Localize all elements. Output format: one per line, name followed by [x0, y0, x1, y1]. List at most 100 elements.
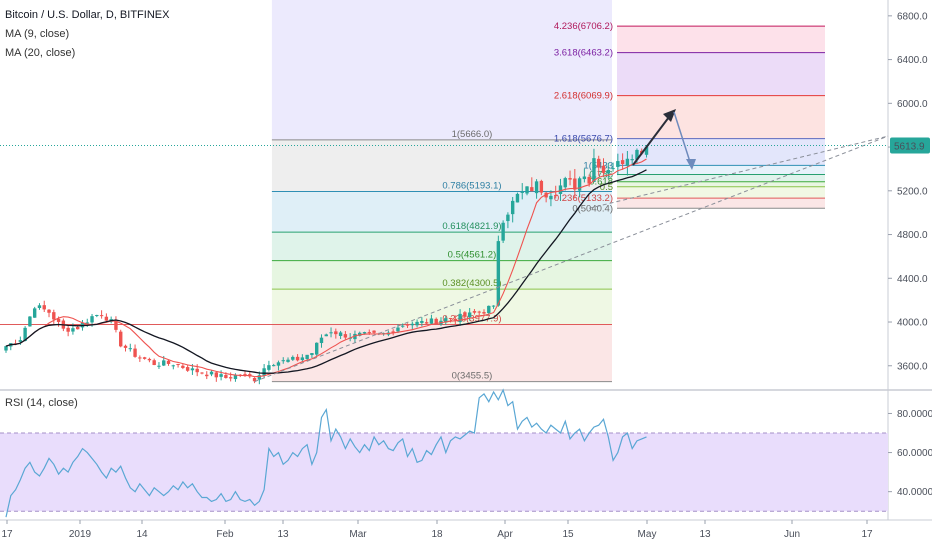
candle-body: [420, 321, 424, 323]
candle-body: [104, 316, 109, 321]
candle-body: [434, 318, 438, 325]
symbol-title[interactable]: Bitcoin / U.S. Dollar, D, BITFINEX: [5, 9, 170, 21]
candle-body: [200, 372, 204, 374]
candle-body: [157, 365, 161, 367]
candle-body: [243, 373, 247, 375]
ma20-legend[interactable]: MA (20, close): [5, 47, 76, 59]
candle-body: [429, 318, 434, 324]
candle-body: [267, 365, 271, 370]
fibext-zone: [617, 95, 825, 139]
candle-body: [262, 368, 266, 376]
fib-zone: [271, 289, 612, 325]
candle-body: [209, 371, 214, 375]
candle-body: [568, 178, 572, 180]
candle-body: [467, 312, 472, 318]
time-tick-label: 17: [861, 529, 873, 540]
candle-body: [37, 305, 42, 308]
moving-averages: [5, 158, 647, 378]
candle-body: [123, 345, 128, 348]
candle-body: [224, 375, 228, 378]
candle-body: [577, 178, 582, 191]
fibext-level-label: 0.618: [589, 177, 613, 188]
price-tick-label: 3600.0: [897, 361, 928, 372]
candle-body: [228, 377, 233, 379]
candle-body: [506, 214, 510, 222]
candle-body: [233, 374, 238, 380]
fibext-level-label: 4.236(6706.2): [554, 21, 613, 32]
candle-body: [338, 332, 343, 336]
fibext-zone: [617, 165, 825, 175]
candle-body: [114, 320, 118, 330]
trend-drawings[interactable]: [0, 109, 889, 383]
candle-body: [76, 326, 80, 330]
fibext-level-label: 2.618(6069.9): [554, 91, 613, 102]
fibext-level-label: 0.786: [589, 170, 613, 181]
candle-body: [32, 308, 37, 318]
fib-zone: [271, 139, 612, 192]
projection-arrow-up: [632, 112, 673, 166]
time-tick-label: Mar: [349, 529, 367, 540]
fibext-zone: [617, 198, 825, 209]
candle-body: [295, 356, 300, 361]
candle-body: [286, 359, 290, 362]
fibext-level-label: 0.5: [600, 182, 613, 193]
time-tick-label: 2019: [69, 529, 92, 540]
fib-level-label: 0.5(4561.2): [448, 250, 497, 261]
candle-body: [458, 313, 462, 322]
fibext-zone: [617, 186, 825, 199]
candle-body: [52, 312, 56, 320]
candle-body: [166, 360, 171, 364]
rsi-legend[interactable]: RSI (14, close): [5, 397, 78, 409]
candle-body: [315, 342, 319, 355]
fibext-zone: [617, 26, 825, 53]
candle-body: [415, 321, 419, 326]
candle-body: [401, 325, 405, 327]
candle-body: [142, 357, 147, 359]
candle-body: [396, 327, 400, 332]
ma9-line: [5, 158, 647, 378]
time-tick-label: Apr: [497, 529, 513, 540]
last-price-badge: [890, 137, 930, 154]
candle-body: [410, 323, 414, 326]
candle-body: [558, 185, 563, 195]
candle-body: [18, 340, 23, 342]
ma20-line: [5, 169, 647, 374]
candle-body: [463, 312, 467, 317]
candle-body: [472, 311, 477, 313]
candle-body: [592, 158, 596, 182]
candle-body: [353, 333, 357, 340]
price-tick-label: 6400.0: [897, 55, 928, 66]
candle-body: [515, 193, 520, 203]
candle-body: [90, 316, 94, 323]
ma9-legend[interactable]: MA (9, close): [5, 28, 70, 40]
candle-body: [635, 149, 639, 160]
candle-body: [291, 356, 295, 360]
candle-body: [534, 181, 539, 194]
candle-body: [28, 316, 32, 327]
candle-body: [448, 317, 453, 319]
candle-body: [305, 354, 309, 359]
candle-body: [334, 331, 338, 335]
candle-body: [496, 241, 501, 306]
candle-body: [23, 327, 27, 341]
candle-body: [271, 365, 276, 367]
time-tick-label: Jun: [784, 529, 800, 540]
candle-body: [362, 332, 367, 334]
candle-body: [520, 191, 524, 193]
rsi-tick-label: 80.0000: [897, 409, 932, 420]
price-tick-label: 5200.0: [897, 186, 928, 197]
dashed-trendline: [254, 135, 889, 383]
candle-body: [119, 331, 123, 347]
candle-body: [95, 314, 99, 316]
candle-body: [281, 360, 285, 362]
price-tick-label: 6000.0: [897, 99, 928, 110]
candle-body: [477, 311, 481, 313]
fibonacci-extension[interactable]: 4.236(6706.2) 3.618(6463.2) 2.618(6069.9) 1…: [554, 21, 825, 214]
price-tick-label: 4400.0: [897, 274, 928, 285]
candle-body: [56, 318, 61, 322]
candle-body: [482, 312, 486, 314]
projection-arrow-down-head: [686, 159, 696, 170]
candle-body: [530, 187, 534, 192]
candle-body: [501, 222, 505, 241]
candle-body: [444, 318, 448, 323]
